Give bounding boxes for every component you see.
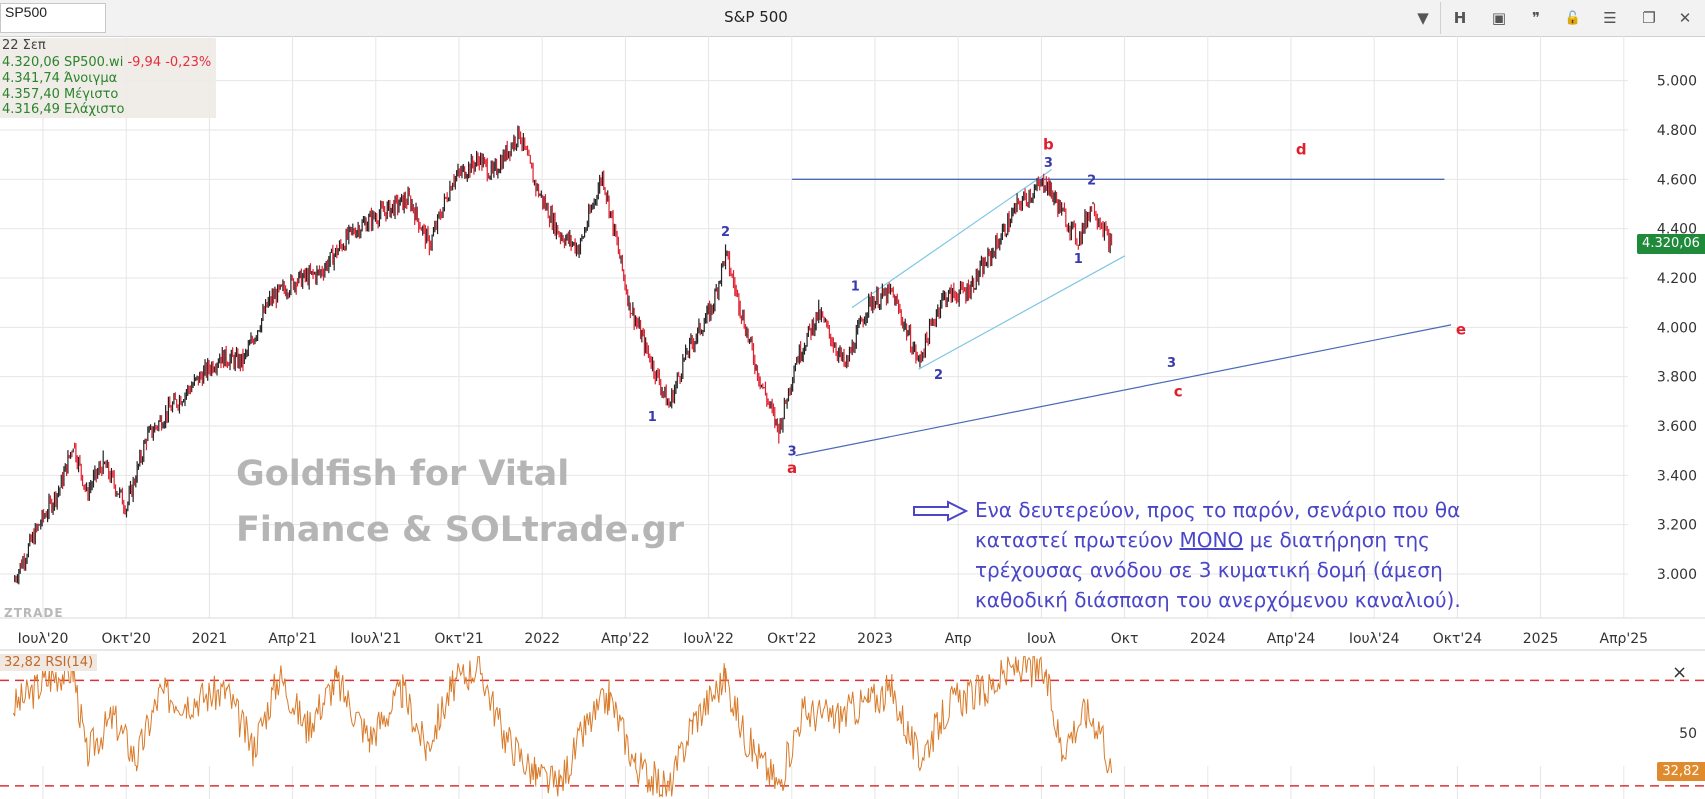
y-axis-ticks: 3.000 3.200 3.400 3.600 3.800 4.000 4.200 4.400… (1657, 74, 1697, 583)
symbol-value: SP500 (5, 4, 48, 20)
x-tick-label: Οκτ'21 (434, 631, 483, 647)
panel-icon[interactable]: ▣ (1491, 9, 1507, 27)
wave-label: c (1174, 382, 1183, 400)
symbol-input[interactable]: SP500 (0, 3, 106, 33)
x-tick-label: Ιουλ'21 (350, 631, 401, 647)
watermark-line-2: Finance & SOLtrade.gr (236, 510, 685, 550)
close-icon[interactable]: ✕ (1678, 9, 1692, 27)
x-tick-label: Οκτ'24 (1433, 631, 1482, 647)
arrow-right-icon (913, 500, 969, 522)
x-tick-label: Απρ'22 (601, 631, 650, 647)
rsi-close-icon[interactable]: × (1672, 662, 1688, 683)
menu-icon[interactable]: ☰ (1603, 9, 1617, 27)
rsi-value-tag: 32,82 (1657, 762, 1705, 781)
trend-line (795, 324, 1452, 457)
wave-label: 2 (934, 368, 943, 383)
ztrade-logo: ZTRADE (4, 606, 64, 620)
x-tick-label: 2024 (1190, 631, 1226, 647)
wave-label: d (1296, 141, 1307, 159)
x-tick-label: Απρ (945, 631, 972, 647)
channel-line (918, 255, 1126, 370)
wave-label: 3 (1044, 156, 1053, 171)
rsi-tick-label: 50 (1679, 726, 1697, 742)
x-tick-label: Ιουλ (1027, 631, 1056, 647)
y-tick-label: 5.000 (1657, 74, 1697, 90)
x-tick-label: Απρ'25 (1600, 631, 1649, 647)
x-tick-label: Απρ'24 (1267, 631, 1316, 647)
rsi-pane: 50 (0, 655, 1705, 798)
wave-label: 2 (1087, 173, 1096, 188)
x-tick-label: 2023 (857, 631, 893, 647)
rsi-line (12, 655, 1113, 798)
channel-line (851, 168, 1053, 309)
rsi-label: 32,82 RSI(14) (0, 654, 98, 671)
x-tick-label: 2025 (1523, 631, 1559, 647)
y-tick-label: 4.000 (1657, 320, 1697, 336)
restore-icon[interactable]: ❐ (1642, 9, 1656, 27)
ohlc-legend: 22 Σεπ 4.320,06 SP500.wi -9,94 -0,23% 4.… (0, 38, 216, 118)
ohlc-close: 4.320,06 SP500.wi (2, 55, 124, 70)
scenario-note: Ενα δευτερεύον, προς το παρόν, σενάριο π… (975, 495, 1495, 615)
x-tick-label: 2021 (192, 631, 228, 647)
x-tick-label: Οκτ'22 (767, 631, 816, 647)
toolbar-divider (1440, 2, 1441, 34)
y-tick-label: 4.800 (1657, 123, 1697, 139)
watermark-line-1: Goldfish for Vital (236, 454, 570, 494)
x-tick-label: Οκτ (1111, 631, 1139, 647)
quote-icon[interactable]: ❞ (1531, 9, 1541, 27)
y-tick-label: 3.800 (1657, 370, 1697, 386)
ohlc-open: 4.341,74 Άνοιγμα (2, 71, 118, 86)
note-underlined: ΜΟΝΟ (1179, 528, 1244, 552)
x-tick-label: Ιουλ'22 (683, 631, 734, 647)
y-tick-label: 4.400 (1657, 222, 1697, 238)
ohlc-low: 4.316,49 Ελάχιστο (2, 102, 125, 117)
x-tick-label: Ιουλ'24 (1349, 631, 1400, 647)
note-text-2: με διατήρηση της τρέχουσας ανόδου σε 3 κ… (975, 528, 1461, 612)
y-tick-label: 3.600 (1657, 419, 1697, 435)
chart-canvas[interactable]: 3.000 3.200 3.400 3.600 3.800 4.000 4.200 4.400… (0, 36, 1705, 799)
wave-label: 1 (851, 279, 860, 294)
ohlc-date: 22 Σεπ (2, 38, 46, 53)
ohlc-close-row: 4.320,06 SP500.wi -9,94 -0,23% (2, 55, 211, 70)
wave-label: 1 (648, 410, 657, 425)
price-series (14, 125, 1113, 585)
x-tick-label: Οκτ'20 (102, 631, 151, 647)
y-tick-label: 3.400 (1657, 468, 1697, 484)
y-tick-label: 3.200 (1657, 518, 1697, 534)
ohlc-change: -9,94 -0,23% (127, 55, 212, 70)
h-button[interactable]: H (1453, 9, 1467, 27)
dropdown-icon[interactable]: ▼ (1417, 9, 1429, 27)
x-axis-ticks: Ιουλ'20 Οκτ'20 2021 Απρ'21 Ιουλ'21 Οκτ'21 2022… (18, 631, 1648, 647)
wave-label: 1 (1074, 252, 1083, 267)
chart-title: S&P 500 (724, 8, 788, 26)
wave-label: 3 (1167, 356, 1176, 371)
x-tick-label: Απρ'21 (268, 631, 317, 647)
wave-label: e (1456, 321, 1466, 339)
watermark: Goldfish for Vital Finance & SOLtrade.gr (236, 446, 696, 558)
last-price-tag: 4.320,06 (1637, 234, 1705, 254)
x-tick-label: Ιουλ'20 (18, 631, 69, 647)
x-tick-label: 2022 (524, 631, 560, 647)
wave-label: b (1043, 136, 1054, 154)
annotation-lines (792, 168, 1452, 457)
note-text-1: Ενα δευτερεύον, προς το παρόν, σενάριο π… (975, 498, 1461, 552)
ohlc-high: 4.357,40 Μέγιστο (2, 87, 119, 102)
wave-label: 3 (788, 445, 797, 460)
y-tick-label: 3.000 (1657, 567, 1697, 583)
y-tick-label: 4.600 (1657, 172, 1697, 188)
wave-label: a (787, 459, 797, 477)
wave-label: 2 (721, 225, 730, 240)
lock-icon[interactable]: 🔓 (1564, 10, 1582, 26)
y-tick-label: 4.200 (1657, 271, 1697, 287)
grid (0, 36, 1705, 799)
toolbar: SP500 S&P 500 ▼ H ▣ ❞ 🔓 ☰ ❐ ✕ (0, 0, 1705, 37)
